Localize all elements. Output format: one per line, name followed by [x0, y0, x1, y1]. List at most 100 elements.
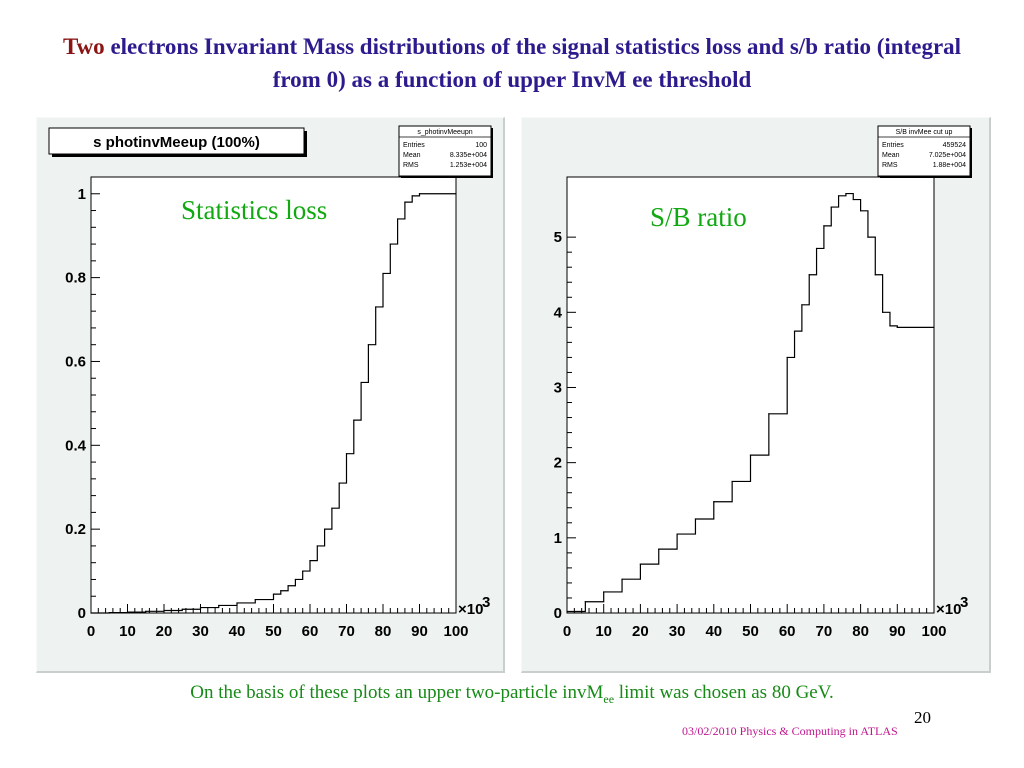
x-tick-label: 20 [632, 623, 649, 640]
data-point [889, 325, 891, 327]
x-tick-label: 70 [816, 623, 833, 640]
data-point [145, 610, 147, 612]
data-point [768, 413, 770, 415]
data-point [786, 356, 788, 359]
y-tick-label: 0.8 [65, 270, 86, 287]
data-point [411, 195, 413, 197]
data-series-line [91, 193, 456, 614]
plot-area [566, 176, 935, 614]
y-tick-label: 1 [554, 530, 562, 547]
y-tick-label: 3 [554, 379, 562, 396]
data-point [338, 482, 340, 484]
data-point [218, 604, 220, 607]
data-point [90, 612, 92, 614]
y-tick-label: 0 [78, 605, 86, 622]
stats-row-label: Mean [882, 152, 900, 159]
data-point [397, 218, 399, 220]
data-point [639, 563, 641, 565]
data-point [331, 507, 333, 509]
data-point [316, 545, 318, 547]
stats-row-label: Mean [403, 152, 421, 159]
data-point [845, 192, 847, 195]
data-point [676, 533, 678, 535]
x-tick-label: 100 [921, 623, 946, 640]
x-multiplier-label: ×10 [936, 601, 961, 618]
page-number: 20 [914, 708, 931, 727]
stats-row-value: 7.025e+004 [929, 152, 966, 159]
stats-row-label: RMS [403, 162, 419, 169]
data-point [694, 518, 697, 520]
left-plot-canvas: 0 0.2 0.4 0.6 0.8 1 0 10 20 30 40 50 60 70 80 90 100 ×10 3… [36, 117, 505, 673]
y-tick-label: 4 [554, 304, 563, 321]
x-tick-label: 40 [705, 623, 722, 640]
data-point [280, 590, 282, 592]
y-tick-label: 0 [554, 605, 562, 622]
stats-row-label: Entries [403, 142, 425, 149]
x-tick-label: 0 [87, 623, 95, 640]
data-point [713, 501, 715, 503]
data-point [823, 225, 825, 227]
data-point [345, 453, 348, 455]
y-tick-label: 0.4 [65, 437, 87, 454]
x-tick-label: 100 [443, 623, 468, 640]
data-point [382, 272, 384, 275]
data-series-line [567, 192, 934, 613]
stats-box-name: s_photinvMeeupn [417, 129, 472, 136]
stats-row-value: 459524 [943, 142, 966, 149]
statistics-loss-chart: 00.20.40.60.810 10 20 30 40 50 60 70 80 90 100×103… [48, 125, 493, 640]
stats-box [398, 125, 492, 177]
stats-row-label: Entries [882, 142, 904, 149]
data-point [309, 559, 311, 562]
slide-title: Two electrons Invariant Mass distributio… [60, 30, 964, 96]
stats-row-value: 1.88e+004 [933, 162, 966, 169]
data-point [418, 193, 421, 195]
footer-text: 03/02/2010 Physics & Computing in ATLAS [682, 724, 898, 738]
stats-row-label: RMS [882, 162, 898, 169]
stats-row-value: 8.335e+004 [450, 152, 487, 159]
right-plot-canvas: 0 1 2 3 4 5 0 10 20 30 40 50 60 70 80 90 100 ×10 3 S/B invM… [521, 117, 991, 673]
slide-title-rest: electrons Invariant Mass distributions o… [104, 34, 962, 92]
x-tick-label: 60 [302, 623, 319, 640]
data-point [126, 611, 129, 613]
x-tick-label: 50 [265, 623, 282, 640]
data-point [867, 236, 869, 238]
overlay-label: Statistics loss [181, 195, 327, 225]
data-point [808, 274, 810, 276]
data-point [852, 198, 854, 201]
stats-row-value: 100 [475, 142, 487, 149]
data-point [455, 193, 457, 195]
data-point [254, 598, 256, 601]
data-point [584, 601, 586, 603]
stats-box-name: S/B invMee cut up [896, 129, 953, 136]
data-point [324, 528, 326, 530]
x-tick-label: 90 [411, 623, 428, 640]
data-point [294, 578, 296, 581]
x-multiplier-exponent: 3 [960, 594, 968, 611]
data-point [749, 454, 752, 456]
data-point [389, 243, 391, 245]
data-point [793, 330, 796, 332]
x-tick-label: 90 [889, 623, 906, 640]
y-tick-label: 0.6 [65, 353, 86, 370]
x-tick-label: 60 [779, 623, 796, 640]
data-point [287, 585, 289, 587]
x-multiplier-exponent: 3 [482, 594, 490, 611]
conclusion-post: limit was chosen as 80 GeV. [614, 682, 834, 703]
data-point [860, 210, 862, 212]
conclusion-subscript: ee [603, 691, 615, 706]
data-point [375, 306, 377, 308]
plot-area [90, 176, 457, 614]
x-tick-label: 0 [563, 623, 571, 640]
data-point [830, 206, 832, 208]
x-tick-label: 80 [375, 623, 392, 640]
data-point [566, 610, 568, 613]
x-tick-label: 10 [119, 623, 136, 640]
data-point [367, 344, 369, 346]
data-point [163, 609, 165, 612]
y-tick-label: 5 [554, 229, 562, 246]
data-point [621, 578, 623, 580]
x-tick-label: 30 [192, 623, 209, 640]
stats-box [877, 125, 971, 177]
data-point [874, 274, 876, 276]
